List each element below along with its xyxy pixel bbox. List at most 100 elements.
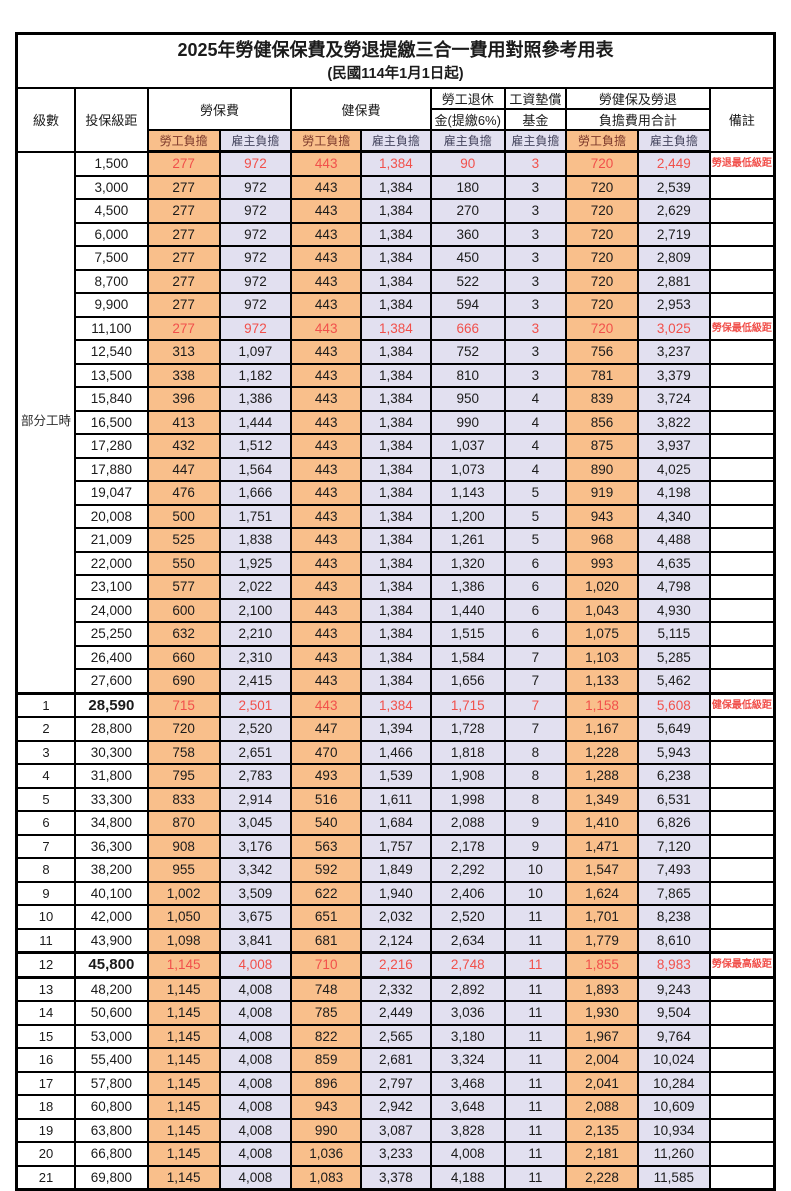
value-cell: 2,914 [218,786,293,812]
value-cell: 2,651 [218,739,293,765]
value-cell: 4,188 [429,1164,506,1191]
value-cell: 3,324 [429,1047,506,1073]
value-cell: 1,145 [146,1070,221,1096]
level-cell: 9 [15,880,76,906]
value-cell: 2,634 [429,927,506,954]
level-cell: 17 [15,1070,76,1096]
value-cell: 1,394 [360,716,432,742]
value-cell: 1,908 [429,763,506,789]
remark-cell [708,1117,776,1143]
value-cell: 833 [146,786,221,812]
value-cell: 2,520 [429,904,506,930]
level-cell: 1 [15,691,76,718]
value-cell: 8,983 [636,951,711,979]
value-cell: 720 [565,268,639,294]
level-cell: 16 [15,1047,76,1073]
remark-cell [708,503,776,529]
value-cell: 277 [146,221,221,247]
bracket-cell: 69,800 [73,1164,149,1191]
value-cell: 4,008 [218,951,293,979]
value-cell: 4,635 [636,550,711,576]
value-cell: 3 [503,339,568,365]
table-row: 5 33,300 833 2,914 516 1,611 1,998 8 1,349 6,531 [15,786,776,812]
value-cell: 5,285 [636,644,711,670]
value-cell: 690 [146,668,221,694]
level-cell: 5 [15,786,76,812]
value-cell: 908 [146,833,221,859]
value-cell: 972 [218,150,293,177]
value-cell: 681 [290,927,363,954]
remark-cell [708,904,776,930]
value-cell: 1,384 [360,691,432,718]
value-cell: 5,943 [636,739,711,765]
value-cell: 2,892 [429,976,506,1002]
table-row: 23,100 577 2,022 443 1,384 1,386 6 1,020 4,798 [17,574,776,600]
value-cell: 9,504 [636,1000,711,1026]
value-cell: 3 [503,315,568,341]
value-cell: 1,384 [360,503,432,529]
value-cell: 2,539 [636,174,711,200]
value-cell: 5 [503,503,568,529]
value-cell: 2,310 [218,644,293,670]
table-row: 19 63,800 1,145 4,008 990 3,087 3,828 11 2,135 10… [15,1117,776,1143]
remark-cell [708,739,776,765]
value-cell: 1,133 [565,668,639,694]
value-cell: 3,841 [218,927,293,954]
remark-cell [708,668,776,694]
value-cell: 1,940 [360,880,432,906]
page-title: 2025年勞健保保費及勞退提繳三合一費用對照參考用表 [177,40,614,60]
table-row: 8 38,200 955 3,342 592 1,849 2,292 10 1,547 7,493 [15,857,776,883]
value-cell: 1,228 [565,739,639,765]
bracket-cell: 50,600 [73,1000,149,1026]
value-cell: 1,145 [146,1117,221,1143]
value-cell: 360 [429,221,506,247]
value-cell: 1,384 [360,221,432,247]
value-cell: 1,715 [429,691,506,718]
value-cell: 896 [290,1070,363,1096]
value-cell: 11 [503,1023,568,1049]
value-cell: 1,384 [360,668,432,694]
value-cell: 6 [503,550,568,576]
bracket-cell: 36,300 [73,833,149,859]
col-header-wagefund-line1: 工資墊償 [503,87,568,110]
value-cell: 3,724 [636,386,711,412]
value-cell: 1,466 [360,739,432,765]
value-cell: 6 [503,621,568,647]
value-cell: 443 [290,268,363,294]
value-cell: 8,610 [636,927,711,954]
table-row: 6 34,800 870 3,045 540 1,684 2,088 9 1,410 6,826 [15,810,776,836]
value-cell: 1,097 [218,339,293,365]
value-cell: 622 [290,880,363,906]
value-cell: 1,103 [565,644,639,670]
value-cell: 1,145 [146,1047,221,1073]
value-cell: 9,243 [636,976,711,1002]
value-cell: 4,488 [636,527,711,553]
value-cell: 4,008 [218,1047,293,1073]
bracket-cell: 66,800 [73,1141,149,1167]
remark-cell [708,1141,776,1167]
value-cell: 443 [290,691,363,718]
value-cell: 1,564 [218,456,293,482]
value-cell: 443 [290,174,363,200]
value-cell: 443 [290,668,363,694]
value-cell: 516 [290,786,363,812]
bracket-cell: 30,300 [73,739,149,765]
value-cell: 856 [565,409,639,435]
value-cell: 1,349 [565,786,639,812]
value-cell: 972 [218,292,293,318]
value-cell: 720 [565,245,639,271]
value-cell: 11 [503,1000,568,1026]
value-cell: 795 [146,763,221,789]
value-cell: 4,198 [636,480,711,506]
bracket-cell: 16,500 [73,409,149,435]
value-cell: 3,045 [218,810,293,836]
value-cell: 3,648 [429,1094,506,1120]
value-cell: 6,531 [636,786,711,812]
bracket-cell: 25,250 [73,621,149,647]
value-cell: 540 [290,810,363,836]
value-cell: 592 [290,857,363,883]
bracket-cell: 17,880 [73,456,149,482]
remark-cell [708,221,776,247]
value-cell: 4,008 [218,1164,293,1191]
table-row: 7 36,300 908 3,176 563 1,757 2,178 9 1,471 7,120 [15,833,776,859]
